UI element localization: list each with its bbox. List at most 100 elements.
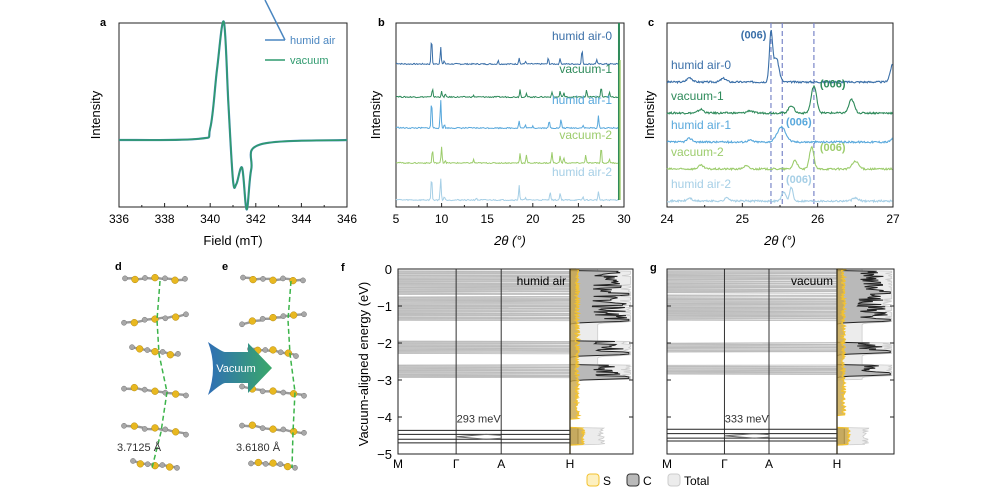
sulfur-atom	[269, 459, 277, 467]
sulfur-atom	[249, 275, 257, 284]
carbon-atom	[262, 347, 269, 353]
sulfur-atom	[290, 311, 298, 319]
xrd-trace	[666, 125, 893, 145]
valence-band	[666, 367, 838, 369]
valence-band	[666, 342, 838, 344]
sulfur-atom	[166, 351, 174, 359]
x-tick-label: 15	[481, 212, 495, 226]
valence-band	[666, 308, 838, 310]
sulfur-atom	[254, 458, 262, 467]
series-label: vacuum-2	[559, 128, 612, 142]
panel-label-g: g	[650, 262, 657, 274]
valence-band	[666, 319, 838, 322]
x-tick-label: 10	[435, 212, 449, 226]
sulfur-atom	[248, 317, 256, 325]
valence-band	[666, 292, 838, 294]
panel-label-b: b	[378, 17, 385, 29]
panel-label-a: a	[100, 17, 107, 29]
sulfur-atom	[130, 422, 138, 430]
carbon-atom	[239, 321, 245, 328]
sulfur-atom	[172, 390, 180, 398]
x-axis-label: 2θ (°)	[493, 233, 526, 248]
peak-annotation-006: (006)	[786, 174, 812, 186]
carbon-atom	[162, 275, 168, 282]
panel-label-d: d	[115, 261, 122, 273]
sulfur-atom	[269, 313, 277, 322]
legend-swatch-humid-air	[264, 0, 286, 41]
carbon-atom	[183, 431, 189, 438]
x-tick-label: 338	[155, 212, 175, 226]
valence-band	[666, 346, 838, 349]
x-tick-label: 5	[393, 212, 400, 226]
band-gap-label: 293 meV	[457, 414, 502, 426]
y-axis-label: Vacuum-aligned energy (eV)	[356, 282, 371, 447]
x-axis-label: 2θ (°)	[763, 233, 796, 248]
carbon-atom	[141, 386, 148, 393]
carbon-atom	[183, 392, 189, 399]
plot-frame	[397, 268, 634, 455]
carbon-atom	[280, 313, 287, 319]
xrd-trace	[395, 87, 619, 99]
valence-band	[666, 368, 838, 370]
carbon-atom	[300, 277, 306, 284]
peak-annotation-006: (006)	[786, 117, 812, 129]
sulfur-atom	[130, 319, 138, 327]
sulfur-atom	[151, 348, 159, 356]
carbon-atom	[301, 311, 307, 318]
vacuum-arrow-icon	[208, 342, 272, 395]
xrd-trace	[666, 84, 893, 115]
sulfur-atom	[131, 275, 139, 284]
band-structure-humid-air: Vacuum-aligned energy (eV) 293 meV humid …	[356, 262, 634, 471]
distance-label-d: 3.7125 Å	[117, 441, 162, 454]
legend-label-vacuum: vacuum	[290, 55, 329, 67]
band-structure-vacuum: 333 meV vacuum M Γ A H	[662, 268, 895, 471]
carbon-atom	[240, 274, 246, 281]
y-axis-label: Intensity	[642, 90, 657, 139]
carbon-atom	[301, 429, 307, 436]
series-label: humid air-2	[671, 177, 731, 191]
dos-legend: S C Total	[586, 473, 709, 488]
band-dispersion	[456, 433, 502, 440]
carbon-atom	[239, 383, 245, 390]
carbon-atom	[162, 426, 169, 433]
structure-vacuum	[239, 274, 307, 471]
x-tick-label: 24	[660, 212, 674, 226]
valence-band	[666, 345, 838, 348]
carbon-atom	[183, 311, 189, 318]
xrd-trace	[667, 186, 893, 204]
x-tick-label: 340	[200, 212, 220, 226]
legend-label-total: Total	[684, 474, 709, 488]
valence-band	[397, 349, 571, 352]
plot-frame	[395, 22, 625, 208]
k-point-label: H	[566, 457, 575, 471]
sulfur-atom	[269, 276, 277, 284]
carbon-atom	[142, 275, 148, 281]
stacking-distance-line	[287, 280, 296, 469]
valence-band	[397, 304, 571, 307]
carbon-atom	[175, 351, 181, 357]
y-tick-label: −5	[377, 447, 392, 462]
xrd-trace	[395, 178, 619, 202]
sulfur-atom	[151, 274, 159, 282]
crystal-structures: Vacuum 3.7125 Å 3.6180 Å	[117, 274, 307, 471]
k-point-label: M	[393, 457, 403, 471]
xrd-trace	[395, 146, 619, 165]
arrow-label: Vacuum	[216, 363, 256, 375]
series-line-vacuum	[118, 20, 348, 211]
band-dispersion	[724, 433, 770, 439]
stacking-distance-line	[151, 280, 168, 469]
y-axis-label: Intensity	[368, 90, 383, 139]
y-tick-label: −1	[377, 299, 392, 314]
legend-swatch-c	[626, 473, 640, 487]
series-label: humid air-1	[552, 93, 612, 107]
sulfur-atom	[172, 428, 180, 436]
carbon-atom	[259, 388, 266, 395]
y-tick-label: −3	[377, 373, 392, 388]
carbon-atom	[141, 426, 148, 432]
series-label: vacuum-1	[671, 89, 724, 103]
valence-band	[666, 281, 838, 283]
x-tick-label: 346	[337, 212, 357, 226]
xrd-trace	[395, 41, 619, 66]
xrd-trace	[666, 29, 893, 85]
x-tick-label: 344	[291, 212, 311, 226]
